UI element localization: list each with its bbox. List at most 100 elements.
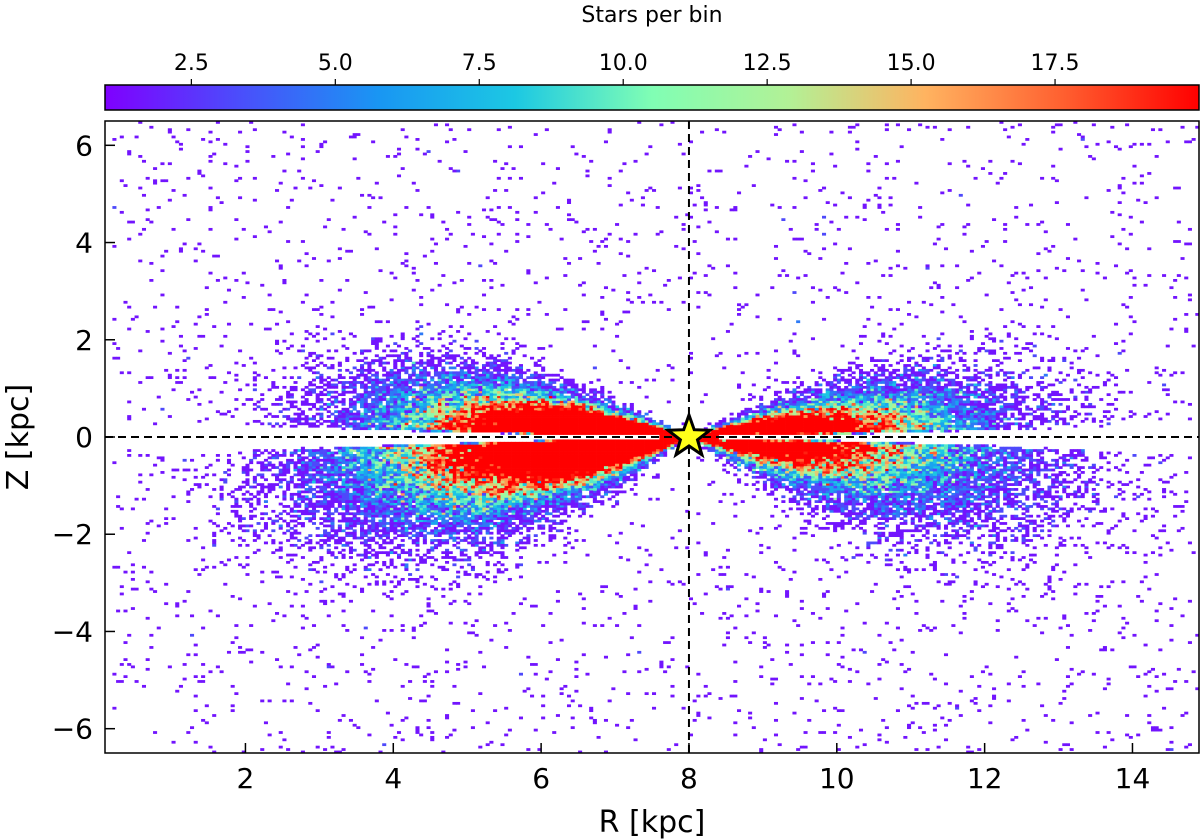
heatmap-cell — [851, 483, 856, 486]
heatmap-cell — [507, 461, 512, 465]
heatmap-cell — [903, 529, 908, 533]
heatmap-cell — [541, 419, 546, 423]
heatmap-cell — [910, 424, 915, 428]
heatmap-cell — [840, 371, 845, 375]
heatmap-cell — [511, 456, 516, 460]
heatmap-cell — [496, 468, 501, 472]
heatmap-cell — [796, 419, 801, 423]
heatmap-cell — [400, 495, 405, 499]
heatmap-cell — [341, 507, 346, 511]
heatmap-cell — [674, 441, 679, 445]
heatmap-cell — [463, 417, 468, 421]
heatmap-cell — [526, 480, 531, 484]
heatmap-cell — [367, 468, 372, 472]
heatmap-cell — [374, 475, 379, 479]
heatmap-cell — [781, 429, 786, 433]
heatmap-cell — [607, 475, 612, 479]
heatmap-cell — [326, 480, 331, 484]
heatmap-cell — [481, 524, 487, 528]
heatmap-cell — [430, 417, 435, 421]
heatmap-cell — [592, 454, 597, 457]
heatmap-cell — [363, 449, 368, 452]
heatmap-cell — [559, 471, 564, 474]
heatmap-cell — [433, 400, 438, 404]
heatmap-cell — [515, 427, 520, 431]
heatmap-cell — [441, 468, 446, 472]
heatmap-cell — [452, 500, 457, 503]
heatmap-cell — [408, 551, 413, 555]
heatmap-cell — [992, 400, 997, 404]
heatmap-cell — [603, 439, 608, 443]
heatmap-cell — [526, 483, 531, 486]
heatmap-cell — [360, 495, 365, 499]
heatmap-cell — [496, 471, 501, 474]
heatmap-cell — [552, 490, 557, 494]
heatmap-cell — [563, 400, 568, 404]
heatmap-cell — [622, 444, 627, 448]
heatmap-cell — [275, 612, 280, 615]
heatmap-cell — [541, 488, 546, 491]
heatmap-cell — [884, 485, 889, 489]
heatmap-cell — [892, 475, 897, 479]
heatmap-cell — [851, 492, 856, 496]
heatmap-cell — [467, 454, 472, 457]
heatmap-cell — [504, 378, 509, 382]
heatmap-cell — [489, 458, 494, 462]
heatmap-cell — [607, 432, 612, 435]
heatmap-cell — [430, 548, 435, 552]
heatmap-cell — [430, 483, 435, 486]
heatmap-cell — [844, 449, 849, 452]
heatmap-cell — [511, 473, 516, 477]
heatmap-cell — [770, 439, 775, 443]
heatmap-cell — [847, 463, 852, 467]
heatmap-cell — [526, 424, 531, 428]
heatmap-cell — [504, 492, 509, 496]
heatmap-cell — [855, 412, 860, 416]
heatmap-cell — [555, 419, 560, 423]
heatmap-cell — [873, 395, 878, 399]
heatmap-cell — [962, 502, 967, 506]
heatmap-cell — [921, 475, 926, 479]
heatmap-cell — [870, 541, 875, 545]
heatmap-cell — [533, 385, 538, 389]
heatmap-cell — [311, 568, 317, 572]
heatmap-cell — [585, 432, 590, 435]
heatmap-cell — [408, 509, 413, 513]
heatmap-cell — [600, 473, 605, 477]
heatmap-cell — [585, 458, 590, 462]
heatmap-cell — [548, 424, 553, 428]
heatmap-cell — [633, 432, 638, 435]
heatmap-cell — [393, 502, 398, 506]
heatmap-cell — [385, 449, 390, 452]
heatmap-cell — [433, 424, 438, 428]
heatmap-cell — [559, 478, 564, 482]
heatmap-cell — [566, 485, 572, 489]
heatmap-cell — [1047, 475, 1052, 479]
heatmap-cell — [548, 480, 553, 484]
heatmap-cell — [419, 507, 424, 511]
heatmap-cell — [433, 419, 438, 423]
heatmap-cell — [445, 502, 450, 506]
heatmap-cell — [348, 548, 353, 552]
heatmap-cell — [518, 395, 523, 399]
heatmap-cell — [585, 398, 590, 401]
heatmap-cell — [459, 473, 464, 477]
heatmap-cell — [918, 424, 923, 428]
heatmap-cell — [470, 388, 475, 392]
heatmap-cell — [374, 492, 379, 496]
heatmap-cell — [818, 485, 823, 489]
heatmap-cell — [530, 495, 535, 499]
heatmap-cell — [585, 449, 590, 452]
heatmap-cell — [404, 509, 409, 513]
heatmap-cell — [918, 444, 923, 448]
heatmap-cell — [559, 429, 564, 433]
heatmap-cell — [441, 412, 446, 416]
heatmap-cell — [522, 422, 527, 426]
heatmap-cell — [851, 505, 856, 508]
heatmap-cell — [489, 466, 494, 469]
heatmap-cell — [759, 458, 764, 462]
heatmap-cell — [663, 437, 668, 440]
heatmap-cell — [714, 427, 719, 431]
heatmap-cell — [799, 410, 804, 414]
heatmap-cell — [615, 454, 620, 457]
